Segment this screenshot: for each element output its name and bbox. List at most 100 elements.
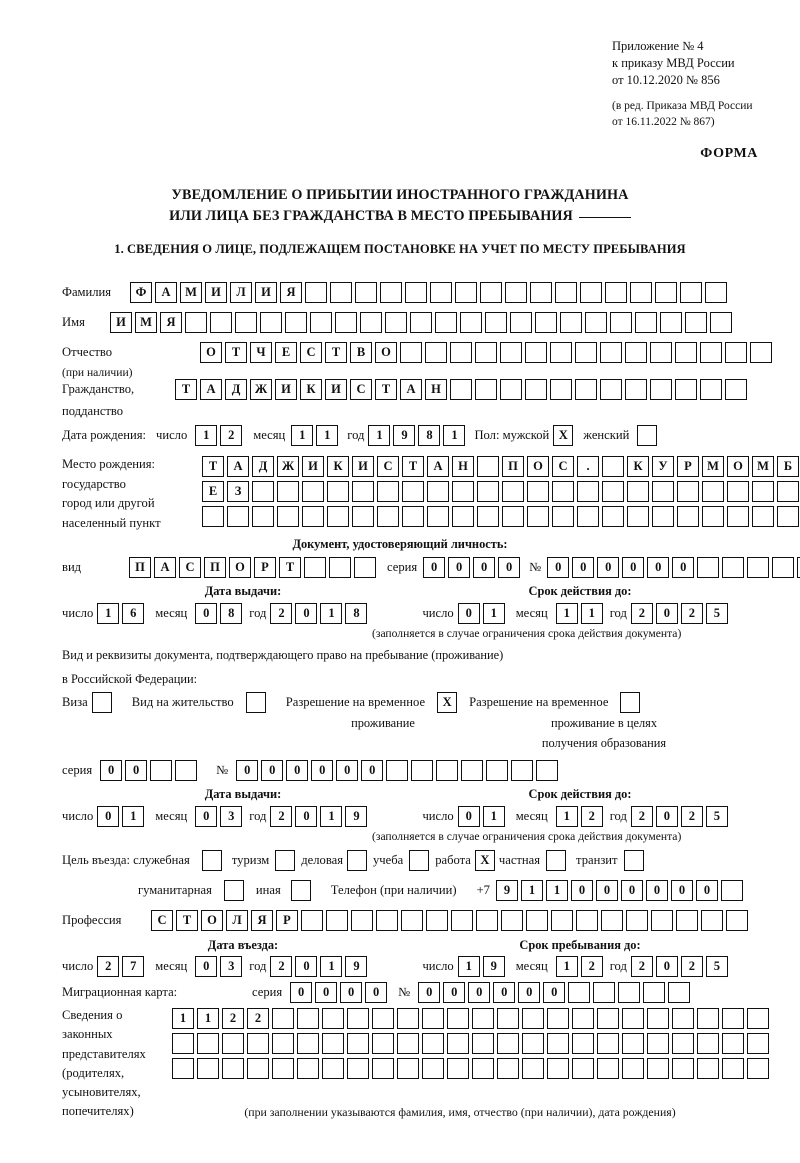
grid-cell[interactable]: 0: [547, 557, 570, 578]
grid-cell[interactable]: [643, 982, 666, 1003]
grid-cell[interactable]: Н: [452, 456, 474, 477]
grid-cell[interactable]: 8: [345, 603, 368, 624]
grid-cell[interactable]: [277, 481, 299, 502]
sex-male-checkbox[interactable]: X: [553, 425, 574, 446]
grid-cell[interactable]: 0: [572, 557, 595, 578]
purpose-humanitarian-checkbox[interactable]: [223, 880, 244, 901]
grid-cell[interactable]: [752, 506, 774, 527]
grid-cell[interactable]: [722, 1058, 744, 1079]
grid-cell[interactable]: О: [200, 342, 222, 363]
grid-cell[interactable]: 1: [545, 880, 568, 901]
grid-cell[interactable]: 0: [597, 557, 620, 578]
grid-cell[interactable]: 2: [220, 425, 243, 446]
grid-cell[interactable]: [235, 312, 257, 333]
grid-cell[interactable]: [677, 506, 699, 527]
grid-cell[interactable]: Р: [276, 910, 298, 931]
grid-cell[interactable]: 1: [320, 956, 343, 977]
grid-cell[interactable]: [352, 506, 374, 527]
grid-cell[interactable]: [525, 379, 547, 400]
grid-cell[interactable]: 1: [320, 603, 343, 624]
grid-cell[interactable]: [647, 1008, 669, 1029]
grid-cell[interactable]: С: [151, 910, 173, 931]
grid-cell[interactable]: Я: [280, 282, 302, 303]
grid-cell[interactable]: [727, 481, 749, 502]
temp-residence-checkbox[interactable]: X: [437, 692, 458, 713]
grid-cell[interactable]: 0: [543, 982, 566, 1003]
grid-cell[interactable]: [501, 910, 523, 931]
grid-cell[interactable]: [347, 1008, 369, 1029]
grid-cell[interactable]: [522, 1008, 544, 1029]
grid-cell[interactable]: [625, 342, 647, 363]
grid-cell[interactable]: [600, 379, 622, 400]
grid-cell[interactable]: 1: [482, 806, 505, 827]
grid-cell[interactable]: [500, 379, 522, 400]
grid-cell[interactable]: М: [135, 312, 157, 333]
grid-cell[interactable]: Л: [230, 282, 252, 303]
grid-cell[interactable]: П: [129, 557, 151, 578]
grid-cell[interactable]: [600, 342, 622, 363]
grid-cell[interactable]: 0: [468, 982, 491, 1003]
grid-cell[interactable]: 9: [482, 956, 505, 977]
grid-cell[interactable]: 0: [236, 760, 259, 781]
grid-cell[interactable]: [272, 1008, 294, 1029]
grid-cell[interactable]: [672, 1008, 694, 1029]
grid-cell[interactable]: Ж: [277, 456, 299, 477]
grid-cell[interactable]: [451, 910, 473, 931]
grid-cell[interactable]: 0: [195, 806, 218, 827]
grid-cell[interactable]: [511, 760, 534, 781]
grid-cell[interactable]: [700, 379, 722, 400]
grid-cell[interactable]: 1: [443, 425, 466, 446]
grid-cell[interactable]: 5: [705, 956, 728, 977]
grid-cell[interactable]: [260, 312, 282, 333]
grid-cell[interactable]: [635, 312, 657, 333]
grid-cell[interactable]: [550, 379, 572, 400]
grid-cell[interactable]: 0: [423, 557, 446, 578]
grid-cell[interactable]: О: [229, 557, 251, 578]
grid-cell[interactable]: [402, 506, 424, 527]
grid-cell[interactable]: [252, 481, 274, 502]
grid-cell[interactable]: [660, 312, 682, 333]
grid-cell[interactable]: [397, 1058, 419, 1079]
grid-cell[interactable]: [680, 282, 702, 303]
grid-cell[interactable]: 0: [672, 557, 695, 578]
purpose-business-checkbox[interactable]: [347, 850, 367, 871]
purpose-work-checkbox[interactable]: X: [474, 850, 495, 871]
grid-cell[interactable]: 0: [295, 806, 318, 827]
purpose-official-checkbox[interactable]: [201, 850, 222, 871]
grid-cell[interactable]: [702, 506, 724, 527]
birth-place-row-3[interactable]: [202, 506, 800, 527]
grid-cell[interactable]: [575, 342, 597, 363]
grid-cell[interactable]: И: [302, 456, 324, 477]
grid-cell[interactable]: С: [377, 456, 399, 477]
grid-cell[interactable]: [377, 481, 399, 502]
grid-cell[interactable]: И: [325, 379, 347, 400]
grid-cell[interactable]: [426, 910, 448, 931]
grid-cell[interactable]: [472, 1058, 494, 1079]
grid-cell[interactable]: 9: [393, 425, 416, 446]
grid-cell[interactable]: [577, 506, 599, 527]
grid-cell[interactable]: М: [702, 456, 724, 477]
grid-cell[interactable]: [726, 910, 748, 931]
grid-cell[interactable]: [327, 481, 349, 502]
grid-cell[interactable]: О: [527, 456, 549, 477]
grid-cell[interactable]: 2: [680, 806, 703, 827]
grid-cell[interactable]: [247, 1033, 269, 1054]
grid-cell[interactable]: [625, 379, 647, 400]
grid-cell[interactable]: [747, 1033, 769, 1054]
grid-cell[interactable]: [672, 1058, 694, 1079]
grid-cell[interactable]: [530, 282, 552, 303]
grid-cell[interactable]: [400, 342, 422, 363]
grid-cell[interactable]: [725, 379, 747, 400]
grid-cell[interactable]: [175, 760, 198, 781]
grid-cell[interactable]: [172, 1033, 194, 1054]
grid-cell[interactable]: [460, 312, 482, 333]
grid-cell[interactable]: [222, 1058, 244, 1079]
grid-cell[interactable]: 0: [695, 880, 718, 901]
